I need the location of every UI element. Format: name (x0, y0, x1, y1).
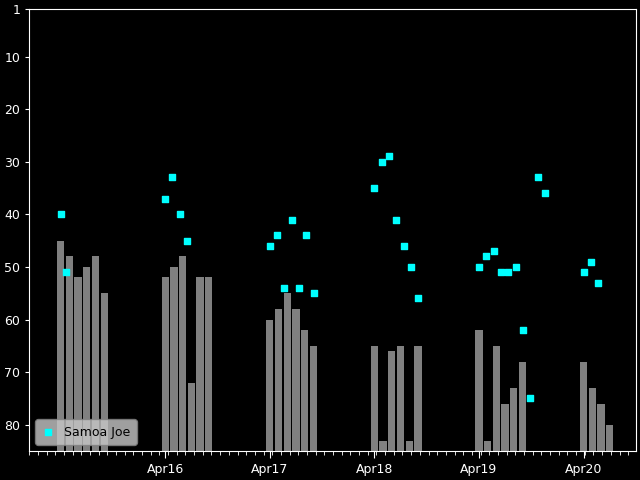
Samoa Joe (481, 252, 492, 260)
Bar (284, 293, 291, 451)
Bar (205, 277, 212, 451)
Bar (493, 346, 500, 451)
Bar (380, 441, 387, 451)
Bar (100, 293, 108, 451)
Samoa Joe (61, 268, 71, 276)
Samoa Joe (384, 153, 394, 160)
Bar (179, 256, 186, 451)
Samoa Joe (488, 247, 499, 255)
Samoa Joe (496, 268, 506, 276)
Bar (65, 256, 73, 451)
Samoa Joe (525, 395, 535, 402)
Samoa Joe (518, 326, 528, 334)
Bar (510, 388, 517, 451)
Samoa Joe (272, 231, 282, 239)
Samoa Joe (301, 231, 312, 239)
Samoa Joe (175, 210, 185, 218)
Samoa Joe (308, 289, 319, 297)
Samoa Joe (579, 268, 589, 276)
Samoa Joe (287, 216, 297, 223)
Bar (476, 330, 483, 451)
Samoa Joe (279, 284, 289, 292)
Samoa Joe (503, 268, 513, 276)
Bar (170, 267, 177, 451)
Samoa Joe (532, 174, 543, 181)
Bar (196, 277, 204, 451)
Samoa Joe (182, 237, 192, 244)
Samoa Joe (399, 242, 409, 250)
Bar (484, 441, 492, 451)
Samoa Joe (264, 242, 275, 250)
Bar (397, 346, 404, 451)
Samoa Joe (540, 190, 550, 197)
Bar (92, 256, 99, 451)
Bar (606, 425, 613, 451)
Bar (266, 320, 273, 451)
Samoa Joe (160, 195, 170, 203)
Bar (414, 346, 422, 451)
Bar (406, 441, 413, 451)
Bar (188, 383, 195, 451)
Samoa Joe (586, 258, 596, 265)
Samoa Joe (294, 284, 304, 292)
Samoa Joe (474, 263, 484, 271)
Bar (57, 240, 64, 451)
Samoa Joe (56, 210, 66, 218)
Samoa Joe (593, 279, 604, 287)
Bar (292, 309, 300, 451)
Samoa Joe (369, 184, 380, 192)
Bar (83, 267, 90, 451)
Bar (589, 388, 596, 451)
Bar (501, 404, 509, 451)
Bar (597, 404, 605, 451)
Samoa Joe (376, 158, 387, 166)
Samoa Joe (511, 263, 521, 271)
Samoa Joe (406, 263, 416, 271)
Samoa Joe (168, 174, 178, 181)
Samoa Joe (413, 295, 424, 302)
Legend: Samoa Joe: Samoa Joe (35, 419, 137, 445)
Bar (74, 277, 82, 451)
Bar (519, 361, 526, 451)
Bar (275, 309, 282, 451)
Bar (580, 361, 587, 451)
Samoa Joe (391, 216, 401, 223)
Bar (301, 330, 308, 451)
Bar (310, 346, 317, 451)
Bar (371, 346, 378, 451)
Bar (388, 351, 396, 451)
Bar (161, 277, 169, 451)
